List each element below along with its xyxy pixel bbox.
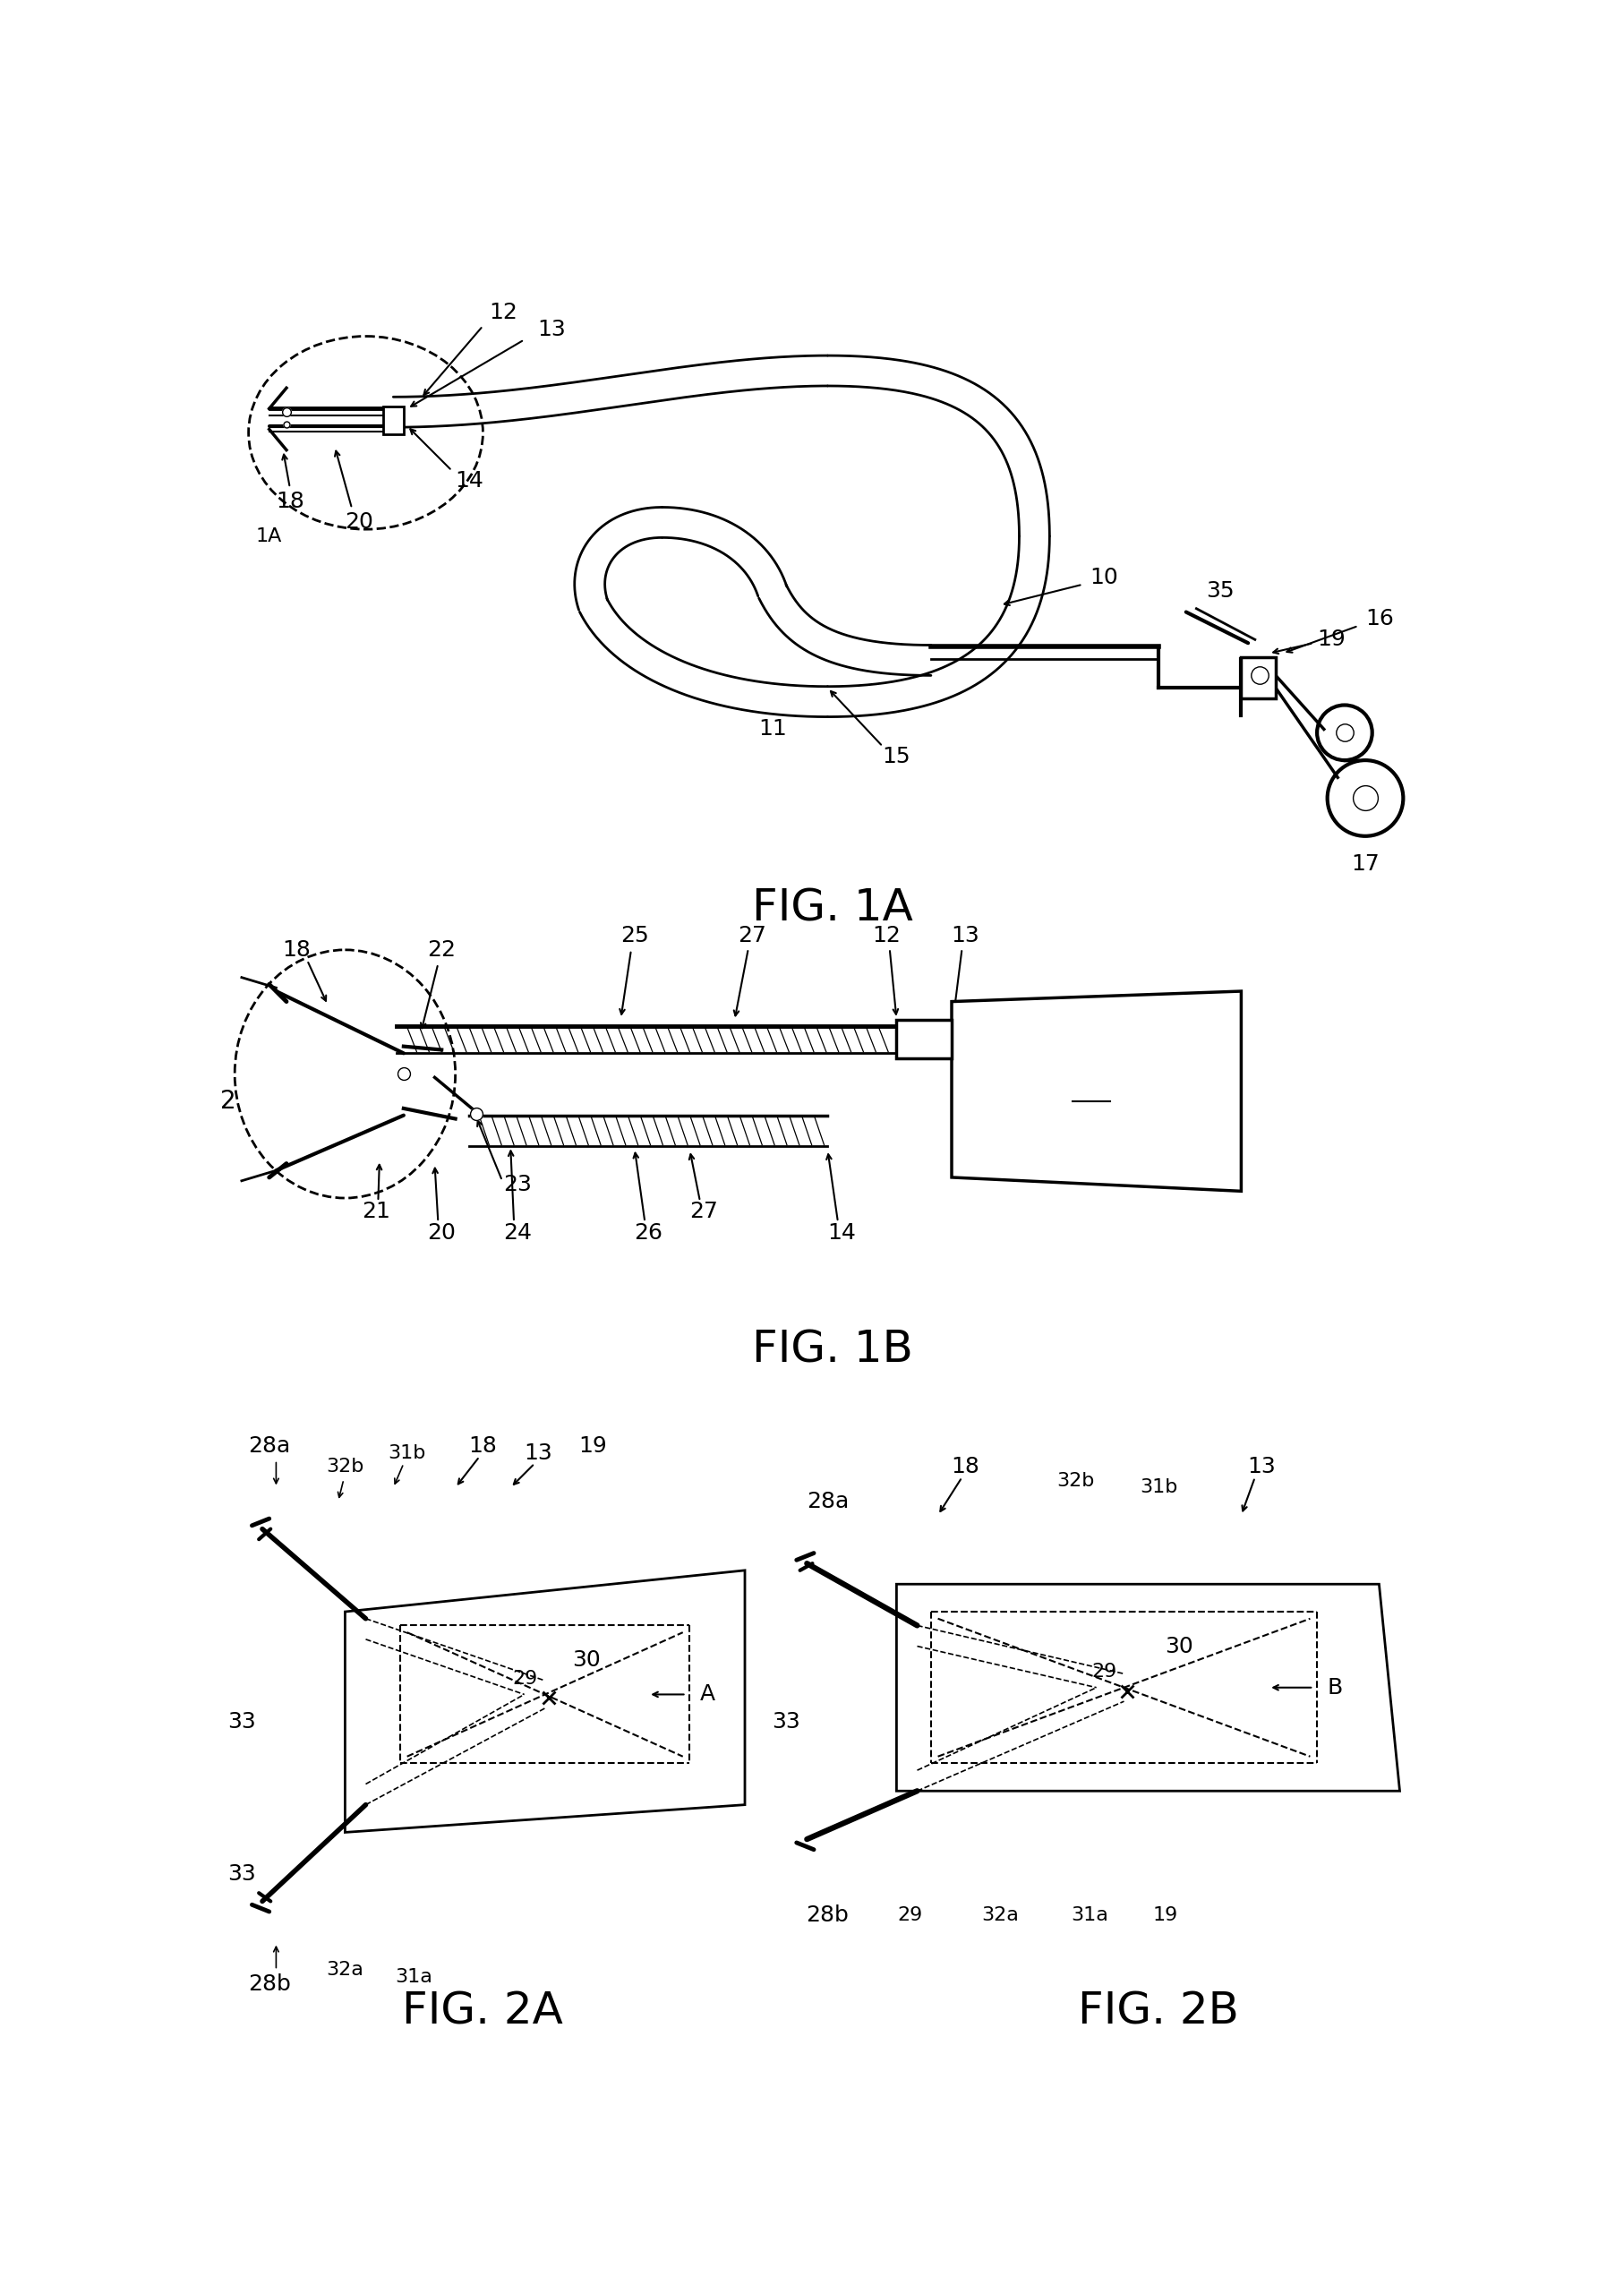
- Text: 19: 19: [1317, 628, 1345, 651]
- Text: 1A: 1A: [257, 528, 283, 546]
- Text: 33: 33: [227, 1711, 255, 1732]
- Text: 22: 22: [427, 939, 456, 960]
- Text: 35: 35: [1205, 580, 1234, 601]
- Polygon shape: [344, 1570, 744, 1833]
- Text: 10: 10: [1090, 567, 1117, 587]
- Text: 27: 27: [689, 1202, 718, 1222]
- Text: 31a: 31a: [1070, 1906, 1108, 1924]
- Text: 19: 19: [1151, 1906, 1177, 1924]
- Text: 23: 23: [503, 1174, 531, 1195]
- Text: 31a: 31a: [395, 1967, 432, 1986]
- Text: 15: 15: [882, 747, 909, 768]
- Text: 14: 14: [827, 1222, 856, 1243]
- Text: 25: 25: [620, 925, 648, 946]
- Text: 32a: 32a: [981, 1906, 1018, 1924]
- Text: 11: 11: [1067, 1074, 1111, 1108]
- Text: 27: 27: [737, 925, 765, 946]
- Polygon shape: [952, 992, 1241, 1190]
- Text: 28a: 28a: [248, 1435, 291, 1458]
- Text: 28a: 28a: [806, 1490, 848, 1513]
- Text: 24: 24: [503, 1222, 531, 1243]
- Text: 32b: 32b: [326, 1458, 364, 1476]
- Text: 14: 14: [455, 471, 482, 491]
- FancyBboxPatch shape: [383, 407, 403, 434]
- Text: 18: 18: [276, 491, 304, 512]
- Text: 11: 11: [758, 717, 786, 740]
- Text: 20: 20: [427, 1222, 456, 1243]
- Text: 12: 12: [489, 302, 518, 322]
- Text: A: A: [700, 1684, 715, 1705]
- Text: 12: 12: [872, 925, 900, 946]
- Text: 19: 19: [578, 1435, 607, 1458]
- Text: 29: 29: [1091, 1663, 1117, 1682]
- Text: 30: 30: [572, 1650, 601, 1670]
- Text: 18: 18: [468, 1435, 497, 1458]
- Text: 29: 29: [896, 1906, 922, 1924]
- Text: 29: 29: [513, 1670, 538, 1689]
- Text: 28b: 28b: [806, 1903, 849, 1926]
- Text: 33: 33: [771, 1711, 801, 1732]
- Text: FIG. 2A: FIG. 2A: [403, 1990, 564, 2034]
- Text: FIG. 1A: FIG. 1A: [752, 887, 913, 930]
- Text: 13: 13: [538, 318, 565, 340]
- Text: B: B: [1327, 1677, 1341, 1698]
- Text: 13: 13: [523, 1442, 552, 1465]
- Text: 13: 13: [1247, 1456, 1275, 1478]
- Text: 21: 21: [362, 1202, 390, 1222]
- FancyBboxPatch shape: [896, 1019, 952, 1058]
- Polygon shape: [896, 1584, 1398, 1791]
- Text: FIG. 1B: FIG. 1B: [752, 1328, 913, 1371]
- Text: 18: 18: [283, 939, 310, 960]
- Text: 30: 30: [1164, 1636, 1192, 1657]
- Text: FIG. 2B: FIG. 2B: [1077, 1990, 1239, 2034]
- Text: 32a: 32a: [326, 1961, 364, 1979]
- Text: 31b: 31b: [388, 1444, 425, 1462]
- Text: 13: 13: [950, 925, 979, 946]
- Text: 17: 17: [1350, 852, 1379, 875]
- Text: 20: 20: [344, 512, 374, 532]
- Text: 31b: 31b: [1138, 1478, 1177, 1497]
- Text: 18: 18: [950, 1456, 979, 1478]
- FancyBboxPatch shape: [1241, 656, 1275, 699]
- Text: 26: 26: [633, 1222, 663, 1243]
- Text: 33: 33: [227, 1862, 255, 1885]
- Text: 16: 16: [1364, 608, 1393, 631]
- Text: 28b: 28b: [247, 1974, 291, 1995]
- Text: 32b: 32b: [1056, 1472, 1095, 1490]
- Text: 2: 2: [219, 1090, 235, 1115]
